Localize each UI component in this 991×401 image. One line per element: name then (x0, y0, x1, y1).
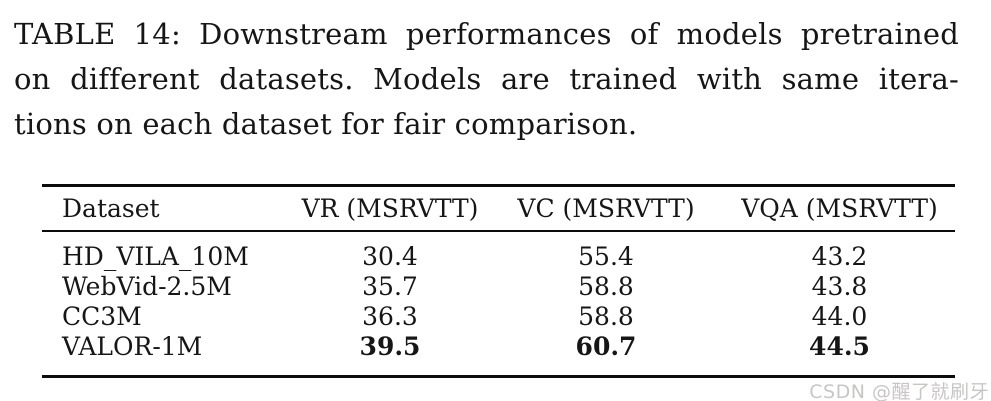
column-header-vc: VC (MSRVTT) (517, 194, 695, 223)
table-row-best: VALOR-1M 39.5 60.7 44.5 (42, 331, 955, 361)
vr-value: 36.3 (362, 301, 418, 331)
vqa-value: 44.0 (811, 301, 868, 331)
table-row: CC3M 36.3 58.8 44.0 (42, 301, 955, 331)
table-mid-rule (42, 230, 955, 232)
table-header-row: Dataset VR (MSRVTT) VC (MSRVTT) VQA (MSR… (42, 187, 955, 230)
dataset-name: CC3M (62, 301, 142, 331)
table-top-rule (42, 184, 955, 187)
vr-value: 39.5 (359, 331, 421, 361)
vqa-value: 44.5 (809, 331, 870, 361)
vr-value: 30.4 (362, 241, 418, 271)
vc-value: 60.7 (575, 331, 637, 361)
results-table: Dataset VR (MSRVTT) VC (MSRVTT) VQA (MSR… (42, 184, 955, 378)
column-header-vqa: VQA (MSRVTT) (741, 194, 938, 223)
dataset-name: WebVid-2.5M (62, 271, 232, 301)
vc-value: 58.8 (578, 301, 634, 331)
table-row: WebVid-2.5M 35.7 58.8 43.8 (42, 271, 955, 301)
caption-line-2: on different datasets. Models are traine… (14, 62, 959, 96)
table-bottom-rule (42, 375, 955, 378)
vqa-value: 43.2 (811, 241, 868, 271)
caption-line-3: tions on each dataset for fair compariso… (14, 107, 638, 141)
vc-value: 58.8 (578, 271, 634, 301)
vqa-value: 43.8 (811, 271, 868, 301)
dataset-name: VALOR-1M (62, 331, 203, 361)
vr-value: 35.7 (362, 271, 418, 301)
dataset-name: HD_VILA_10M (62, 241, 249, 271)
vc-value: 55.4 (578, 241, 634, 271)
column-header-vr: VR (MSRVTT) (301, 194, 479, 223)
caption-line-1: TABLE 14: Downstream performances of mod… (14, 17, 959, 51)
table-caption: TABLE 14: Downstream performances of mod… (14, 12, 959, 147)
column-header-dataset: Dataset (62, 194, 160, 223)
table-row: HD_VILA_10M 30.4 55.4 43.2 (42, 241, 955, 271)
table-body: HD_VILA_10M 30.4 55.4 43.2 WebVid-2.5M 3… (42, 232, 955, 375)
csdn-watermark: CSDN @醒了就刷牙 (809, 381, 989, 401)
